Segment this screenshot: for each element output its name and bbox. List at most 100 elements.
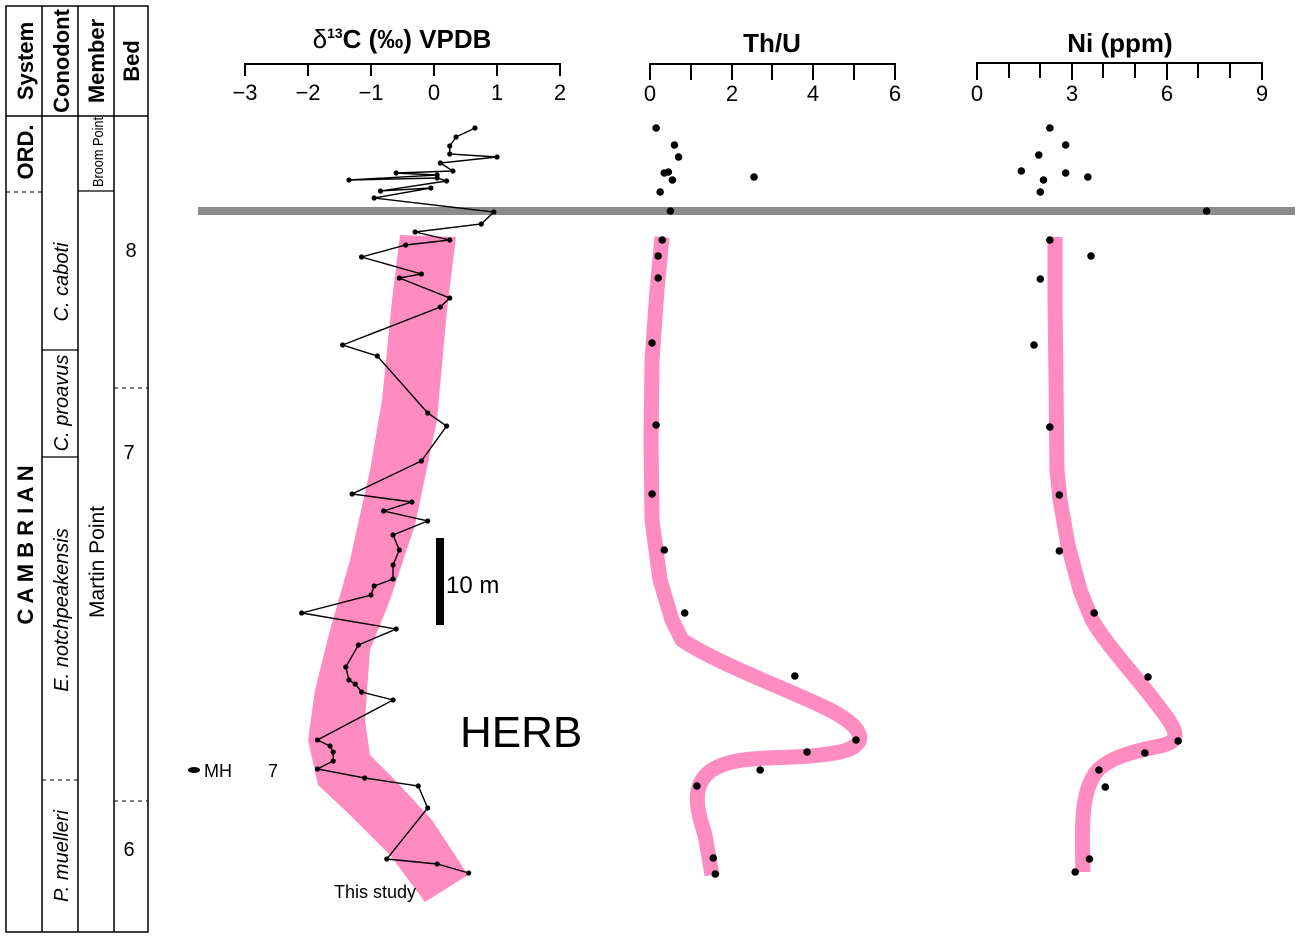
thu-data-point [791, 672, 799, 680]
carbon-tick: 1 [491, 80, 503, 105]
carbon-data-point [346, 177, 352, 183]
thu-tick: 6 [889, 81, 901, 106]
carbon-data-point [393, 170, 399, 176]
carbon-data-point [384, 856, 390, 862]
ni-tick: 9 [1256, 81, 1268, 106]
carbon-data-point [425, 805, 431, 811]
header-conodont: Conodont [49, 8, 74, 113]
carbon-data-point [447, 151, 453, 157]
ni-data-point [1174, 737, 1182, 745]
ni-data-point [1046, 423, 1054, 431]
ni-data-point [1141, 749, 1149, 757]
carbon-data-point [453, 134, 459, 140]
carbon-data-point [374, 353, 380, 359]
conodont-c-proavus: C. proavus [51, 355, 73, 452]
thu-tick: 4 [807, 81, 819, 106]
herb-label: HERB [460, 708, 582, 757]
carbon-data-point [444, 423, 450, 429]
thu-data-point [852, 736, 860, 744]
ni-data-point [1095, 766, 1103, 774]
carbon-data-point [330, 749, 336, 755]
carbon-data-point [444, 178, 450, 184]
ni-data-point [1039, 176, 1048, 184]
ni-data-point [1046, 236, 1054, 244]
carbon-data-point [409, 499, 415, 505]
thu-axis: Th/U 0 2 4 6 [644, 28, 901, 106]
header-system: System [13, 22, 38, 100]
carbon-tick: −3 [232, 80, 257, 105]
carbon-data-point [478, 221, 484, 227]
carbon-data-point [415, 783, 421, 789]
ni-data-point [1084, 173, 1092, 181]
ni-data-point [1090, 609, 1098, 617]
thu-data-point [674, 153, 683, 161]
ni-data-point [1087, 252, 1095, 260]
carbon-data-point [358, 254, 365, 260]
member-martin-point: Martin Point [86, 506, 109, 618]
thu-data-point [709, 854, 718, 862]
scale-bar-label: 10 m [446, 572, 499, 599]
ni-data-point [1046, 124, 1054, 132]
thu-data-point [670, 141, 679, 149]
ni-data-point [1061, 169, 1070, 177]
conodont-c-caboti: C. caboti [51, 242, 73, 321]
cambrian-ordovician-boundary [198, 207, 1295, 215]
carbon-data-point [358, 689, 365, 695]
ni-data-point [1036, 188, 1045, 196]
carbon-data-point [418, 271, 424, 277]
carbon-data-point [368, 592, 374, 598]
carbon-data-point [412, 229, 418, 235]
mh-marker-icon [188, 767, 200, 773]
ni-data-point [1055, 491, 1064, 499]
ni-data-point [1202, 207, 1211, 215]
carbon-data-point [355, 642, 361, 648]
thu-axis-title: Th/U [743, 28, 801, 58]
carbon-data-point [330, 758, 336, 764]
carbon-data-point [390, 576, 396, 582]
carbon-data-point [381, 508, 387, 514]
carbon-data-point [343, 664, 349, 670]
carbon-tick: −1 [358, 80, 383, 105]
strat-column-frame [5, 5, 149, 933]
ni-data-point [1017, 167, 1026, 175]
thu-tick: 2 [726, 81, 738, 106]
carbon-data-point [371, 195, 377, 201]
ni-tick: 3 [1066, 81, 1078, 106]
carbon-data-point [491, 209, 497, 215]
conodont-p-muelleri: P. muelleri [51, 810, 73, 902]
bed-8: 8 [125, 240, 136, 262]
ni-series [1017, 124, 1211, 876]
carbon-data-point [494, 154, 500, 160]
ni-data-point [1030, 341, 1038, 349]
carbon-data-point [390, 532, 396, 538]
thu-data-point [668, 176, 677, 184]
carbon-axis: δ13C (‰) VPDB −3 −2 −1 0 1 2 [232, 24, 566, 105]
carbon-tick: 2 [554, 80, 566, 105]
ni-data-point [1036, 275, 1045, 283]
carbon-data-point [390, 562, 396, 568]
thu-data-point [652, 124, 660, 132]
ni-trend-band [1047, 237, 1183, 873]
mh-label: MH [204, 761, 232, 781]
carbon-tick: −2 [295, 80, 320, 105]
carbon-data-point [377, 188, 384, 194]
ni-axis-title: Ni (ppm) [1067, 28, 1172, 58]
this-study-label: This study [334, 882, 416, 902]
header-member: Member [84, 18, 109, 103]
thu-data-point [750, 173, 758, 181]
thu-data-point [648, 339, 656, 347]
carbon-data-point [299, 610, 305, 616]
thu-data-point [711, 870, 720, 878]
carbon-data-point [425, 410, 431, 416]
ni-data-point [1101, 783, 1110, 791]
carbon-tick: 0 [428, 80, 440, 105]
carbon-data-point [371, 583, 377, 589]
thu-data-point [660, 169, 669, 177]
ni-data-point [1061, 141, 1070, 149]
thu-data-point [658, 236, 667, 244]
carbon-data-point [362, 775, 368, 781]
carbon-axis-title: δ13C (‰) VPDB [313, 24, 492, 54]
ni-data-point [1034, 151, 1043, 159]
thu-data-point [652, 421, 660, 429]
